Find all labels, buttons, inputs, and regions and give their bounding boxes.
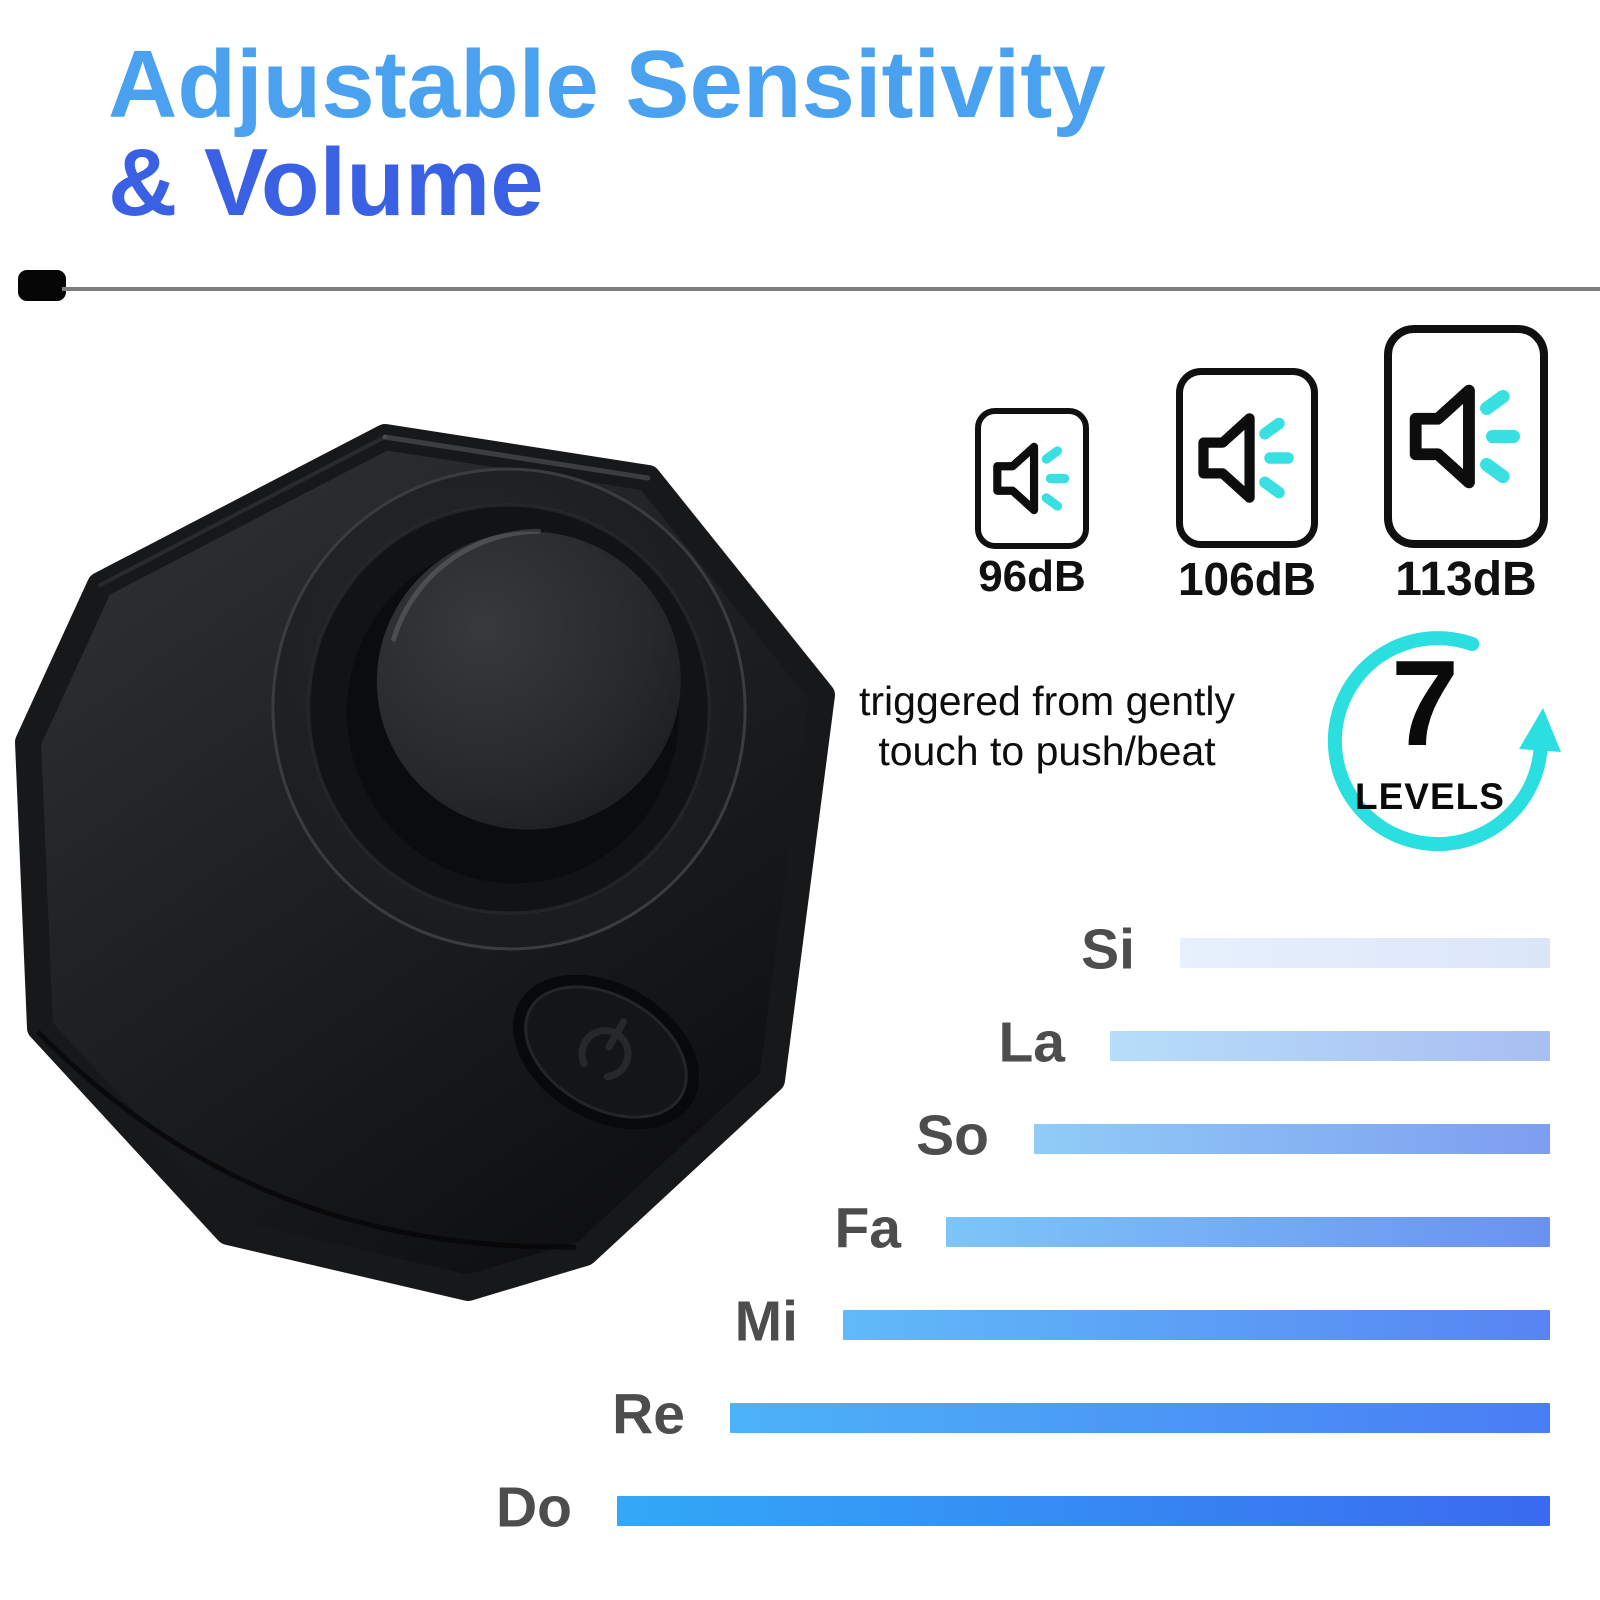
volume-db-label: 113dB — [1395, 553, 1537, 606]
divider-line — [62, 287, 1600, 291]
volume-bar-do — [617, 1496, 1550, 1526]
levels-label: LEVELS — [1355, 776, 1505, 817]
speaker-icon — [1409, 384, 1521, 489]
bar-label-si: Si — [1081, 917, 1135, 982]
page-title: Adjustable Sensitivity & Volume — [108, 36, 1106, 232]
trigger-note: triggered from gently touch to push/beat — [812, 676, 1282, 776]
divider-pill — [18, 270, 66, 301]
title-line-2: & Volume — [108, 129, 544, 236]
volume-db-label: 96dB — [978, 552, 1086, 601]
volume-bar-so — [1034, 1124, 1550, 1154]
speaker-ring — [271, 467, 747, 951]
bar-label-la: La — [998, 1010, 1065, 1075]
levels-number: 7 — [1391, 635, 1459, 771]
speaker-center-cap — [376, 531, 681, 830]
volume-icon-large — [1384, 325, 1548, 548]
trigger-note-line-1: triggered from gently — [858, 678, 1235, 724]
speaker-icon — [1198, 413, 1294, 503]
volume-icon-small — [975, 408, 1089, 549]
alarm-device-illustration — [15, 424, 835, 1301]
volume-icon-medium — [1176, 368, 1318, 548]
volume-bar-fa — [946, 1217, 1550, 1247]
bar-label-mi: Mi — [734, 1289, 798, 1354]
bar-label-so: So — [916, 1103, 989, 1168]
title-line-1: Adjustable Sensitivity — [108, 31, 1106, 138]
product-photo — [0, 392, 896, 1322]
volume-bar-mi — [843, 1310, 1550, 1340]
volume-db-label: 106dB — [1177, 553, 1317, 605]
volume-bar-re — [730, 1403, 1550, 1433]
bar-label-re: Re — [612, 1382, 685, 1447]
bar-label-fa: Fa — [834, 1196, 901, 1261]
volume-bar-si — [1180, 938, 1550, 968]
circular-arrow-icon — [1327, 631, 1561, 852]
power-icon — [578, 1018, 632, 1081]
speaker-icon — [993, 442, 1070, 515]
levels-badge: 7 LEVELS — [1310, 608, 1566, 864]
bar-label-do: Do — [496, 1475, 572, 1540]
power-button[interactable] — [485, 943, 726, 1161]
volume-bar-la — [1110, 1031, 1550, 1061]
trigger-note-line-2: touch to push/beat — [878, 728, 1216, 774]
device-base-seam — [36, 1030, 577, 1250]
